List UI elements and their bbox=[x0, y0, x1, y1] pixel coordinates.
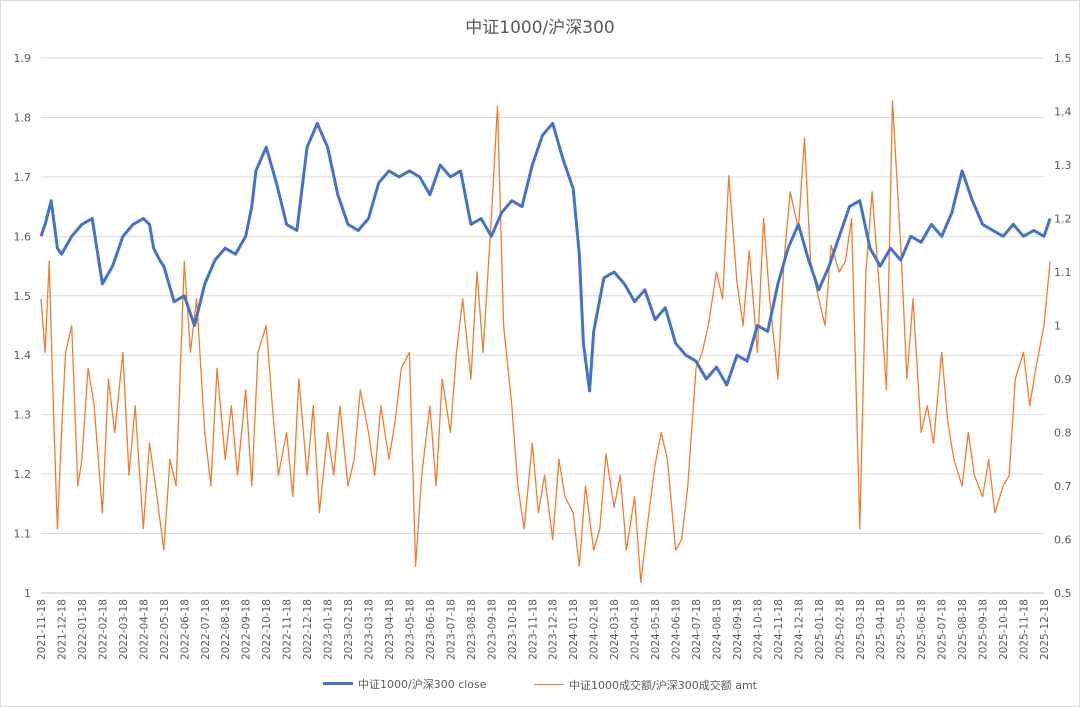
y-left-tick-label: 1.1 bbox=[14, 528, 32, 541]
y-left-tick-label: 1.5 bbox=[14, 290, 32, 303]
x-tick-label: 2024-05-18 bbox=[650, 599, 662, 660]
y-left-tick-label: 1.8 bbox=[14, 111, 32, 124]
x-tick-label: 2025-04-18 bbox=[875, 599, 887, 660]
x-tick-label: 2022-01-18 bbox=[77, 599, 89, 660]
y-right-tick-label: 0.8 bbox=[1054, 427, 1072, 440]
x-tick-label: 2023-12-18 bbox=[548, 599, 560, 660]
x-tick-label: 2024-09-18 bbox=[732, 599, 744, 660]
y-right-tick-label: 1.4 bbox=[1054, 106, 1072, 119]
legend-label-close: 中证1000/沪深300 close bbox=[358, 677, 487, 691]
x-tick-label: 2024-02-18 bbox=[589, 599, 601, 660]
legend-item-amt: 中证1000成交额/沪深300成交额 amt bbox=[534, 677, 757, 693]
legend-swatch-close bbox=[323, 682, 353, 685]
y-right-tick-label: 1 bbox=[1054, 320, 1061, 333]
x-tick-label: 2023-08-18 bbox=[466, 599, 478, 660]
x-tick-label: 2023-01-18 bbox=[323, 599, 335, 660]
y-right-tick-label: 1.2 bbox=[1054, 213, 1072, 226]
x-tick-label: 2024-08-18 bbox=[711, 599, 723, 660]
legend-label-amt: 中证1000成交额/沪深300成交额 amt bbox=[569, 678, 757, 692]
y-left-tick-label: 1 bbox=[24, 587, 31, 600]
x-tick-label: 2025-11-18 bbox=[1019, 599, 1031, 660]
x-tick-label: 2022-04-18 bbox=[138, 599, 150, 660]
x-tick-label: 2025-02-18 bbox=[834, 599, 846, 660]
x-tick-label: 2022-12-18 bbox=[302, 599, 314, 660]
x-tick-label: 2025-12-18 bbox=[1039, 599, 1051, 660]
x-tick-label: 2023-02-18 bbox=[343, 599, 355, 660]
x-tick-label: 2022-08-18 bbox=[220, 599, 232, 660]
series-close-line bbox=[39, 121, 1052, 393]
y-right-tick-label: 0.6 bbox=[1054, 534, 1072, 547]
x-tick-label: 2025-05-18 bbox=[896, 599, 908, 660]
x-tick-label: 2023-05-18 bbox=[404, 599, 416, 660]
y-right-tick-label: 0.7 bbox=[1054, 480, 1072, 493]
x-tick-label: 2025-10-18 bbox=[998, 599, 1010, 660]
x-tick-label: 2025-09-18 bbox=[978, 599, 990, 660]
y-left-tick-label: 1.6 bbox=[14, 230, 32, 243]
y-left-tick-label: 1.9 bbox=[14, 52, 32, 65]
x-tick-label: 2024-01-18 bbox=[568, 599, 580, 660]
legend: 中证1000/沪深300 close 中证1000成交额/沪深300成交额 am… bbox=[1, 675, 1079, 693]
x-tick-label: 2023-09-18 bbox=[486, 599, 498, 660]
y-right-tick-label: 0.5 bbox=[1054, 587, 1072, 600]
y-right-tick-label: 1.3 bbox=[1054, 159, 1072, 172]
x-tick-label: 2023-03-18 bbox=[364, 599, 376, 660]
x-tick-label: 2022-11-18 bbox=[282, 599, 294, 660]
x-tick-label: 2024-04-18 bbox=[630, 599, 642, 660]
x-tick-label: 2023-10-18 bbox=[507, 599, 519, 660]
y-left-tick-label: 1.7 bbox=[14, 171, 32, 184]
x-tick-label: 2025-01-18 bbox=[814, 599, 826, 660]
x-tick-label: 2025-03-18 bbox=[855, 599, 867, 660]
x-tick-label: 2024-06-18 bbox=[671, 599, 683, 660]
x-tick-label: 2025-08-18 bbox=[957, 599, 969, 660]
y-left-tick-label: 1.4 bbox=[14, 349, 32, 362]
x-tick-label: 2022-03-18 bbox=[118, 599, 130, 660]
x-tick-label: 2023-07-18 bbox=[445, 599, 457, 660]
x-tick-label: 2021-11-18 bbox=[36, 599, 48, 660]
x-tick-label: 2023-06-18 bbox=[425, 599, 437, 660]
x-tick-label: 2024-11-18 bbox=[773, 599, 785, 660]
x-tick-label: 2021-12-18 bbox=[56, 599, 68, 660]
y-left-tick-label: 1.3 bbox=[14, 409, 32, 422]
x-tick-label: 2022-02-18 bbox=[97, 599, 109, 660]
x-tick-label: 2024-03-18 bbox=[609, 599, 621, 660]
x-tick-label: 2024-12-18 bbox=[793, 599, 805, 660]
y-left-tick-label: 1.2 bbox=[14, 468, 32, 481]
x-tick-label: 2022-05-18 bbox=[159, 599, 171, 660]
y-right-tick-label: 0.9 bbox=[1054, 373, 1072, 386]
x-tick-label: 2022-09-18 bbox=[241, 599, 253, 660]
x-tick-label: 2024-10-18 bbox=[752, 599, 764, 660]
x-tick-label: 2023-04-18 bbox=[384, 599, 396, 660]
x-tick-label: 2022-10-18 bbox=[261, 599, 273, 660]
legend-item-close: 中证1000/沪深300 close bbox=[323, 676, 487, 692]
x-tick-label: 2022-07-18 bbox=[200, 599, 212, 660]
legend-swatch-amt bbox=[534, 684, 565, 685]
y-right-tick-label: 1.5 bbox=[1054, 52, 1072, 65]
x-tick-label: 2022-06-18 bbox=[179, 599, 191, 660]
chart-title: 中证1000/沪深300 bbox=[465, 18, 615, 38]
y-right-tick-label: 1.1 bbox=[1054, 266, 1072, 279]
x-tick-label: 2024-07-18 bbox=[691, 599, 703, 660]
x-tick-label: 2023-11-18 bbox=[527, 599, 539, 660]
x-tick-label: 2025-06-18 bbox=[916, 599, 928, 660]
x-tick-label: 2025-07-18 bbox=[937, 599, 949, 660]
series-amt-line bbox=[40, 100, 1051, 583]
